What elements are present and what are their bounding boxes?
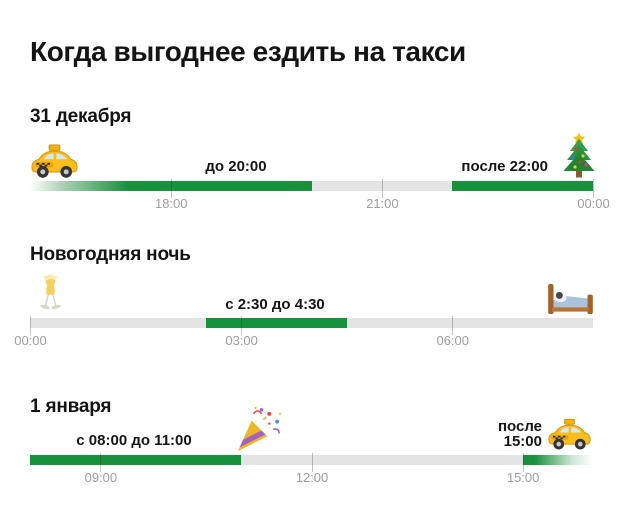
cheap-range-label-after-15-line1: после bbox=[497, 418, 542, 435]
champagne-glasses-icon-svg bbox=[40, 274, 61, 310]
cheap-range-label-after-22: после 22:00 bbox=[461, 158, 548, 175]
christmas-tree-icon bbox=[562, 132, 596, 178]
timeline-track-dec31: 18:00 21:00 00:00 bbox=[30, 179, 610, 211]
taxi-icon bbox=[548, 417, 591, 453]
timeline-track-newyear-night: 00:00 03:00 06:00 bbox=[14, 316, 593, 348]
section-heading-jan1: 1 января bbox=[30, 396, 112, 417]
axis-tick: 18:00 bbox=[155, 179, 188, 211]
axis-tick: 06:00 bbox=[436, 316, 469, 348]
cheap-range-label-after-15: после 15:00 bbox=[458, 419, 542, 449]
champagne-glasses-icon bbox=[32, 272, 69, 313]
timeline-track-jan1: 09:00 12:00 15:00 bbox=[30, 453, 593, 485]
axis-tick-label: 00:00 bbox=[577, 196, 610, 211]
axis-tick-label: 21:00 bbox=[366, 196, 399, 211]
cheap-range-label-before-20: до 20:00 bbox=[205, 158, 267, 175]
axis-tick: 00:00 bbox=[577, 179, 610, 211]
axis-tick-label: 06:00 bbox=[436, 333, 470, 348]
cheap-time-segment bbox=[522, 455, 593, 465]
taxi-icon bbox=[31, 144, 78, 180]
axis-tick-label: 09:00 bbox=[84, 470, 118, 485]
cheap-time-segment bbox=[30, 455, 242, 465]
cheap-time-segment bbox=[205, 318, 347, 328]
taxi-icon-svg bbox=[31, 144, 78, 178]
axis-tick: 15:00 bbox=[507, 453, 539, 485]
axis-tick-label: 03:00 bbox=[225, 333, 258, 348]
section-heading-newyear-night: Новогодняя ночь bbox=[30, 244, 191, 265]
taxi-icon-svg bbox=[548, 418, 591, 450]
cheap-range-label-after-15-line2: 15:00 bbox=[503, 433, 542, 450]
axis-tick-label: 12:00 bbox=[295, 470, 329, 485]
section-heading-dec31: 31 декабря bbox=[30, 106, 132, 127]
christmas-tree-icon-svg bbox=[563, 132, 595, 178]
cheap-time-segment bbox=[452, 181, 593, 191]
axis-tick: 00:00 bbox=[14, 316, 47, 348]
axis-tick: 03:00 bbox=[225, 316, 258, 348]
axis-tick-label: 15:00 bbox=[506, 470, 540, 485]
bed-icon-svg bbox=[548, 283, 593, 315]
party-popper-icon-svg bbox=[237, 406, 282, 452]
axis-tick-label: 00:00 bbox=[14, 333, 47, 348]
bed-icon bbox=[547, 283, 594, 316]
cheap-range-label-8-11: с 08:00 до 11:00 bbox=[76, 432, 192, 449]
cheap-range-label-230-430: с 2:30 до 4:30 bbox=[225, 296, 325, 313]
axis-tick: 21:00 bbox=[366, 179, 399, 211]
axis-tick: 12:00 bbox=[296, 453, 328, 485]
cheap-time-segment bbox=[30, 181, 312, 191]
page-title: Когда выгоднее ездить на такси bbox=[30, 36, 466, 67]
axis-tick-label: 18:00 bbox=[154, 196, 188, 211]
axis-tick: 09:00 bbox=[85, 453, 117, 485]
party-popper-icon bbox=[233, 406, 284, 455]
